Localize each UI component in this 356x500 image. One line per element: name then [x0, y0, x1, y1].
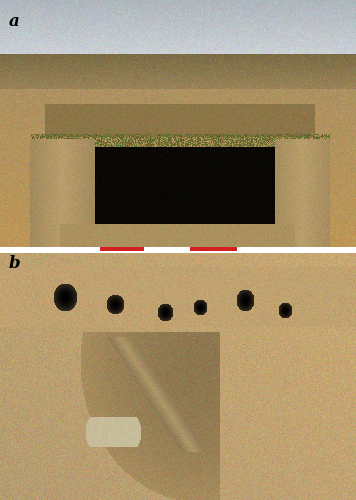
- Text: a: a: [9, 12, 20, 29]
- Bar: [144, 246, 190, 251]
- Bar: [237, 246, 276, 251]
- Bar: [190, 246, 237, 251]
- Text: b: b: [9, 255, 21, 272]
- Bar: [100, 246, 144, 251]
